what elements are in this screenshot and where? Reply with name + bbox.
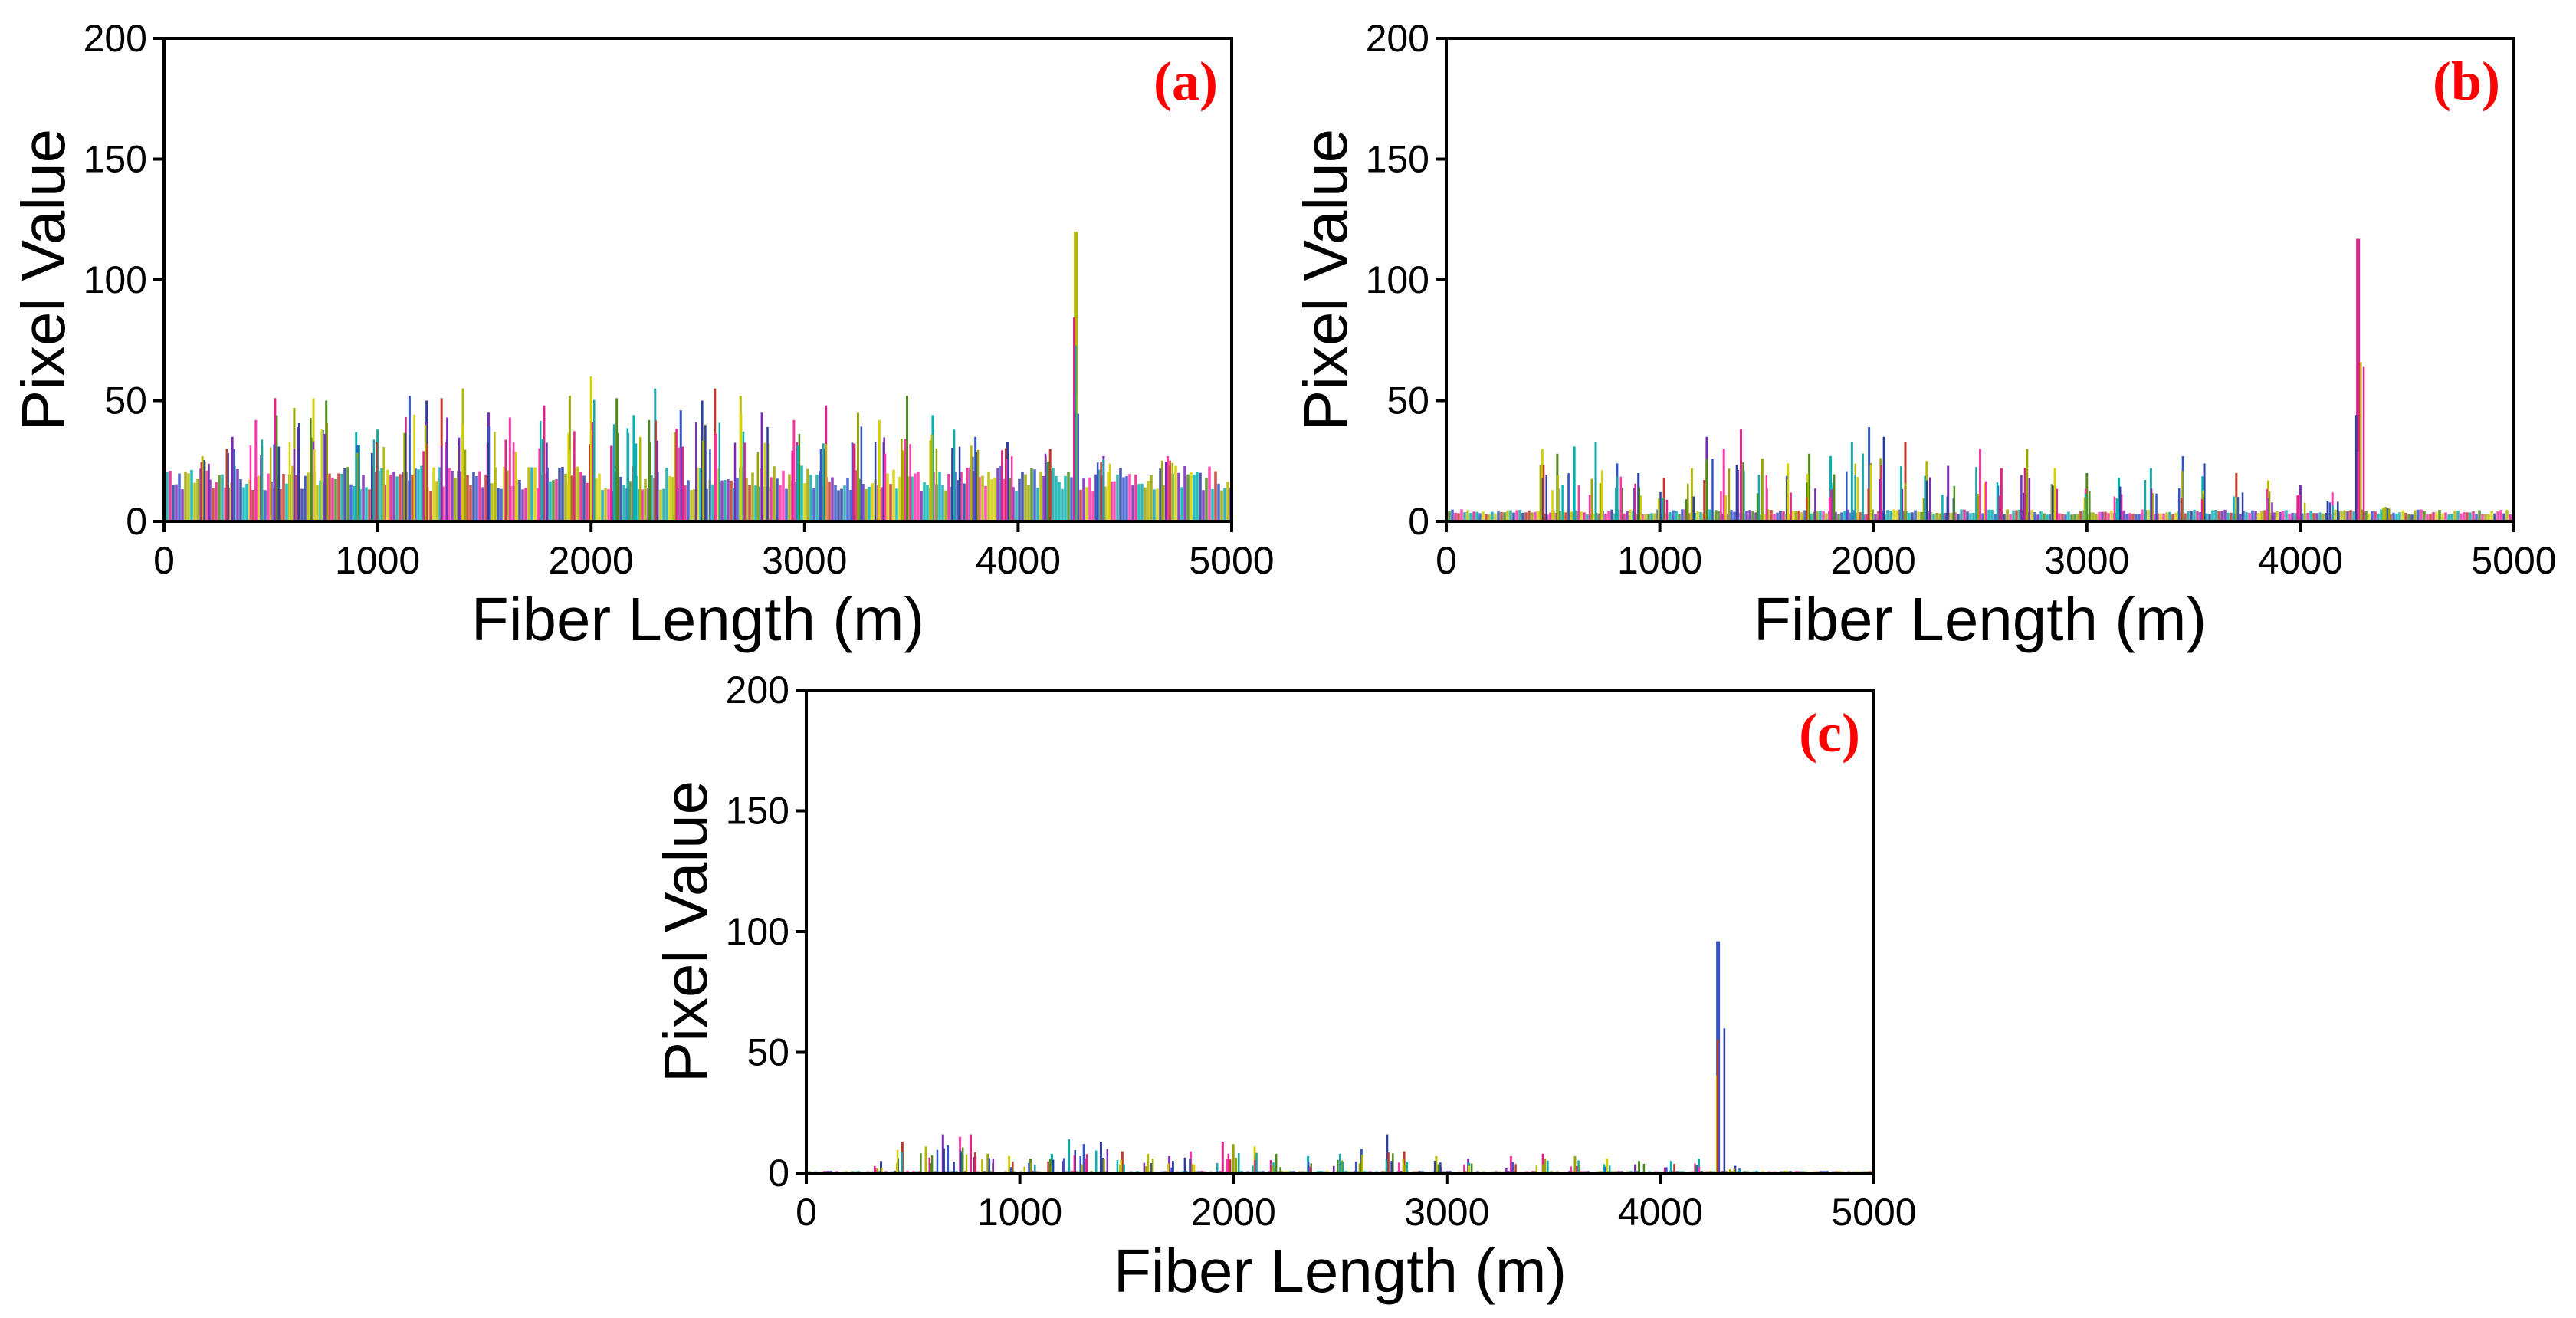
x-tick-label-b-1: 1000 (1617, 539, 1702, 582)
y-tick-label-c-1: 50 (747, 1031, 789, 1074)
x-axis-title-b: Fiber Length (m) (1754, 585, 2207, 653)
x-tick-label-c-1: 1000 (977, 1191, 1062, 1234)
y-axis-title-a: Pixel Value (9, 129, 77, 431)
plot-area-c (806, 941, 1874, 1173)
y-tick-label-a-0: 0 (126, 500, 147, 543)
y-tick-label-b-4: 200 (1366, 17, 1429, 60)
panel-c: 0 1000 2000 3000 4000 5000 0 50 100 150 200 (c) Fibe… (651, 669, 1917, 1305)
x-tick-label-b-2: 2000 (1831, 539, 1916, 582)
x-tick-label-b-0: 0 (1436, 539, 1457, 582)
y-tick-label-b-1: 50 (1386, 380, 1429, 422)
x-tick-label-a-0: 0 (153, 539, 175, 582)
x-tick-label-a-2: 2000 (549, 539, 634, 582)
panel-b: 0 1000 2000 3000 4000 5000 0 50 100 150 200 (b) Fibe… (1291, 17, 2557, 653)
y-axis-title-b: Pixel Value (1291, 129, 1360, 431)
y-tick-label-b-3: 150 (1366, 138, 1429, 181)
x-tick-label-b-4: 4000 (2258, 539, 2343, 582)
panel-label-a: (a) (1153, 51, 1218, 112)
panel-label-b: (b) (2433, 51, 2500, 112)
x-tick-label-b-3: 3000 (2044, 539, 2129, 582)
y-tick-label-a-2: 100 (84, 258, 147, 301)
y-tick-label-a-4: 200 (84, 17, 147, 60)
axes-frame-c (805, 689, 1875, 1175)
x-tick-label-a-5: 5000 (1189, 539, 1274, 582)
y-tick-label-c-3: 150 (726, 790, 789, 833)
plot-area-b (1446, 238, 2514, 521)
x-tick-label-c-0: 0 (796, 1191, 817, 1234)
x-tick-label-c-3: 3000 (1404, 1191, 1489, 1234)
x-tick-label-a-3: 3000 (762, 539, 847, 582)
y-tick-label-b-0: 0 (1408, 500, 1429, 543)
x-tick-label-b-5: 5000 (2471, 539, 2556, 582)
y-tick-label-c-0: 0 (768, 1152, 789, 1195)
x-tick-label-a-4: 4000 (976, 539, 1061, 582)
x-tick-label-a-1: 1000 (335, 539, 420, 582)
y-tick-label-a-1: 50 (104, 380, 147, 422)
y-tick-label-a-3: 150 (84, 138, 147, 181)
y-tick-label-b-2: 100 (1366, 258, 1429, 301)
x-axis-title-c: Fiber Length (m) (1114, 1237, 1567, 1305)
x-tick-label-c-2: 2000 (1191, 1191, 1276, 1234)
plot-area-a (164, 232, 1232, 521)
x-tick-label-c-5: 5000 (1831, 1191, 1916, 1234)
y-tick-label-c-4: 200 (726, 669, 789, 712)
noise-floor-a (164, 465, 1232, 521)
x-axis-title-a: Fiber Length (m) (471, 585, 924, 653)
panel-label-c: (c) (1799, 702, 1860, 764)
y-tick-label-c-2: 100 (726, 910, 789, 953)
panel-a: 0 1000 2000 3000 4000 5000 0 50 100 150 200 (a) Fibe… (9, 17, 1275, 653)
y-axis-title-c: Pixel Value (651, 781, 720, 1083)
x-tick-label-c-4: 4000 (1618, 1191, 1703, 1234)
